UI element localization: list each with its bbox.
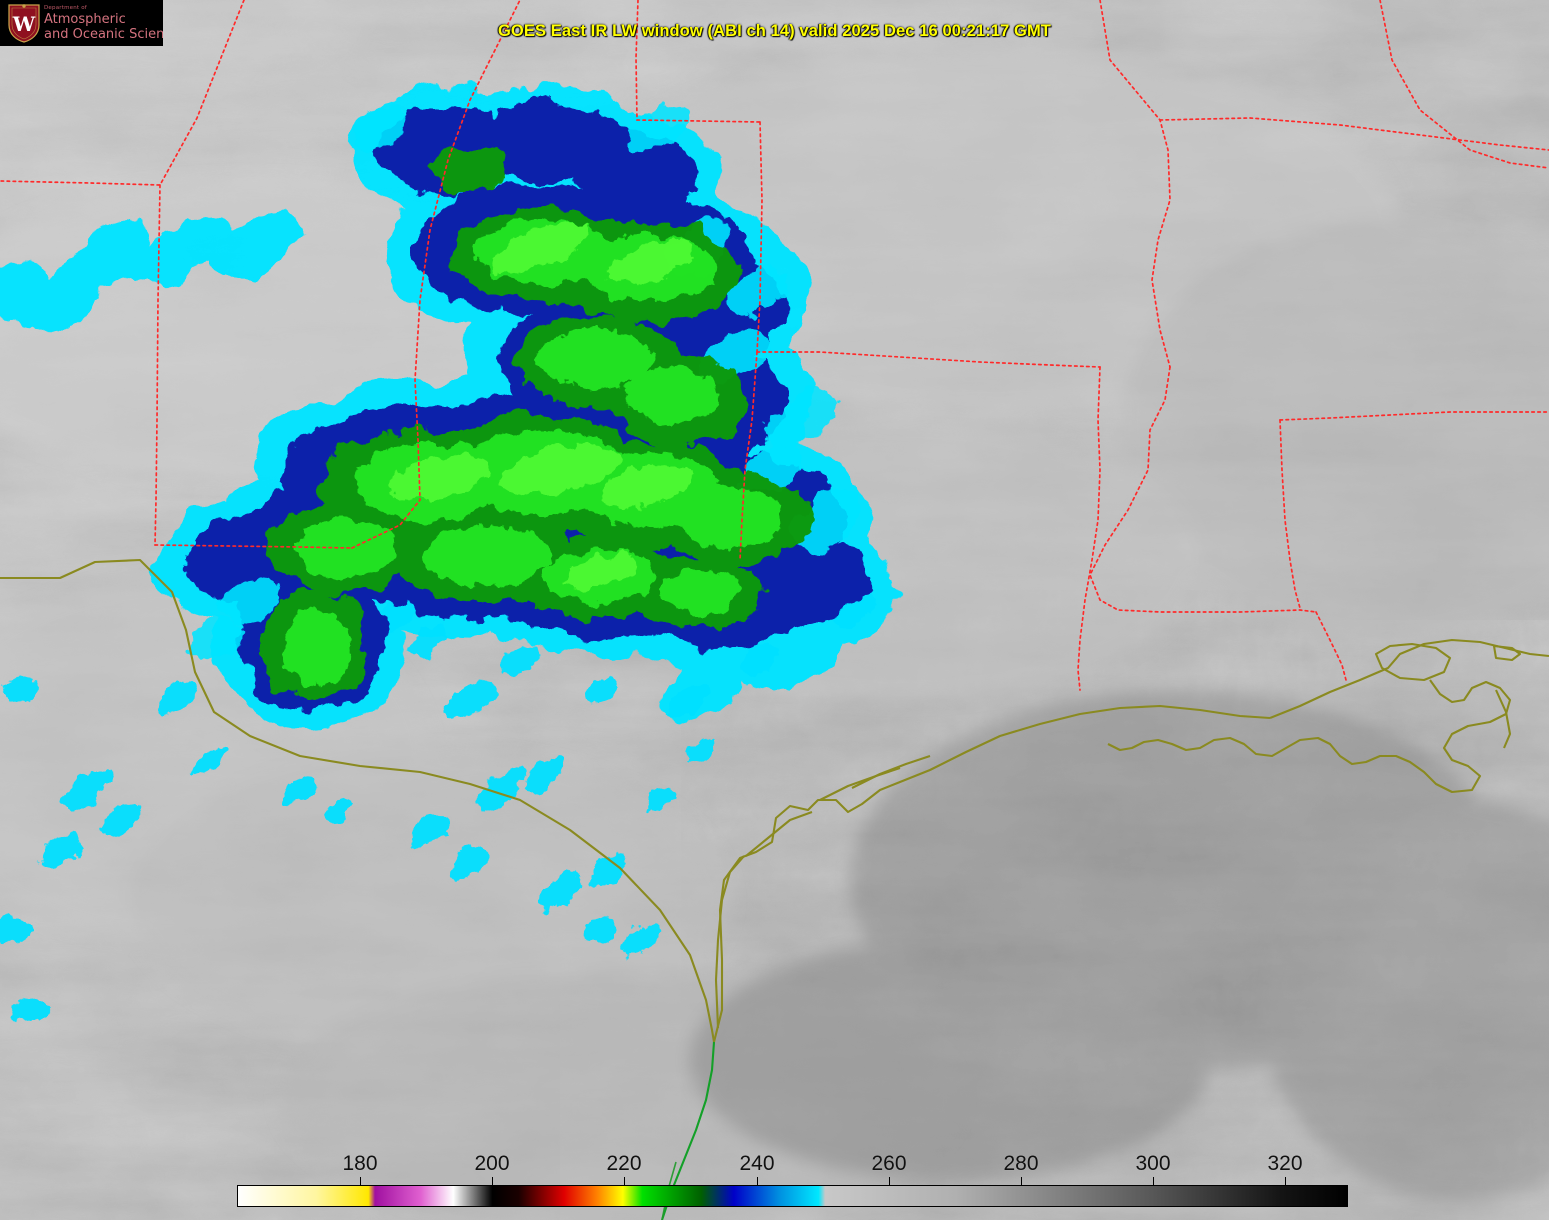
colorbar-tick-label: 200 xyxy=(474,1152,510,1175)
svg-text:W: W xyxy=(12,12,36,36)
colorbar-tick xyxy=(1285,1177,1286,1185)
colorbar-tick xyxy=(1021,1177,1022,1185)
uw-aos-logo: W Department of Atmospheric and Oceanic … xyxy=(0,0,163,46)
colorbar-tick-label: 280 xyxy=(1003,1152,1039,1175)
colorbar-tick-label: 220 xyxy=(606,1152,642,1175)
colorbar-tick-label: 320 xyxy=(1267,1152,1303,1175)
colorbar-tick xyxy=(624,1177,625,1185)
logo-line-department: Department of xyxy=(44,5,87,11)
logo-line-oceanic: and Oceanic Sciences xyxy=(44,27,163,42)
colorbar-tick xyxy=(889,1177,890,1185)
state-boundary-overlay xyxy=(0,0,1549,691)
colorbar-tick-label: 260 xyxy=(871,1152,907,1175)
colorbar-tick-label: 180 xyxy=(342,1152,378,1175)
colorbar-tick xyxy=(1153,1177,1154,1185)
colorbar-gradient xyxy=(237,1185,1348,1207)
coastline-overlay xyxy=(0,558,1549,1043)
colorbar-tick xyxy=(757,1177,758,1185)
uw-madison-crest-icon: W xyxy=(8,4,40,43)
colorbar-legend: 180 200 220 240 260 280 300 320 xyxy=(0,1150,1549,1220)
logo-line-atmospheric: Atmospheric xyxy=(44,12,126,27)
colorbar-tick-label: 300 xyxy=(1135,1152,1171,1175)
colorbar-tick xyxy=(492,1177,493,1185)
colorbar-tick xyxy=(360,1177,361,1185)
colorbar-tick-label: 240 xyxy=(739,1152,775,1175)
